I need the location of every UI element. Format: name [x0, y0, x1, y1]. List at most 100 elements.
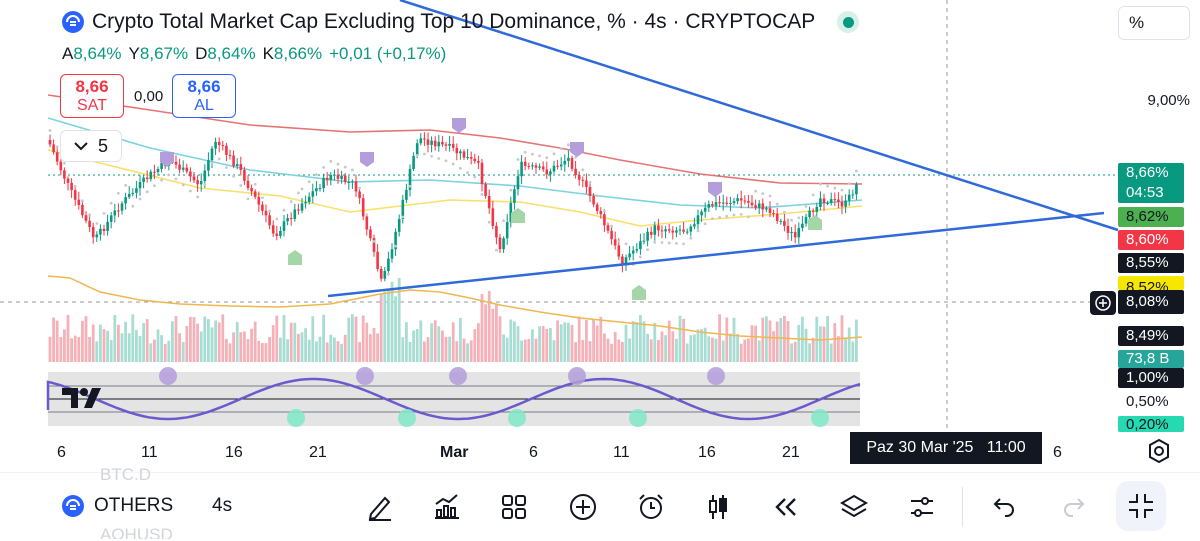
candle-body	[851, 194, 855, 196]
volume-bar	[55, 320, 59, 362]
volume-bar	[736, 334, 739, 362]
volume-bar	[351, 314, 354, 362]
volume-bar	[635, 322, 639, 362]
redo-button[interactable]	[1056, 489, 1092, 525]
volume-bar	[725, 317, 729, 362]
chart-type-button[interactable]	[700, 489, 736, 525]
psar-dot	[797, 216, 801, 220]
volume-bar	[401, 337, 405, 362]
psar-dot	[196, 195, 200, 199]
layers-icon	[840, 494, 868, 518]
bar-countdown: 04:53	[1126, 184, 1164, 201]
volume-bar	[73, 335, 77, 362]
buy-button[interactable]: 8,66 AL	[172, 74, 236, 118]
psar-dot	[48, 129, 52, 132]
psar-dot	[246, 197, 250, 201]
volume-bar	[120, 333, 124, 362]
candle-body	[207, 160, 210, 171]
signal-markers	[160, 118, 822, 300]
osc-peak-marker	[356, 367, 374, 385]
candle-body	[545, 169, 549, 175]
volume-bar	[268, 337, 271, 362]
candle-body	[635, 249, 639, 251]
volume-bar	[315, 341, 318, 362]
sell-price: 8,66	[75, 77, 109, 96]
psar-dot	[675, 242, 678, 245]
spread-value: 0,00	[134, 88, 164, 105]
alert-button[interactable]	[633, 489, 669, 525]
candle-body	[113, 210, 117, 216]
volume-bar	[271, 325, 275, 362]
candle-body	[610, 230, 613, 240]
candle-body	[271, 225, 275, 234]
volume-bar	[808, 343, 811, 362]
settings-sliders-button[interactable]	[904, 489, 940, 525]
psar-dot	[588, 180, 592, 184]
candle-body	[246, 180, 250, 189]
volume-bar	[469, 340, 473, 362]
object-tree-button[interactable]	[836, 489, 872, 525]
candle-body	[797, 227, 801, 238]
indicators-toggle[interactable]: 5	[60, 130, 122, 162]
volume-bar	[819, 326, 822, 362]
volume-bar	[250, 328, 253, 362]
candle-body	[653, 225, 657, 235]
psar-dot	[581, 168, 585, 172]
candle-body	[59, 161, 63, 171]
tradingview-logo	[62, 386, 108, 416]
oscillator-line	[46, 377, 861, 421]
osc-trough-marker	[508, 409, 526, 427]
scale-unit-button[interactable]: %	[1118, 6, 1190, 40]
osc-trough-marker	[629, 409, 647, 427]
volume-bar	[336, 341, 340, 362]
candle-body	[718, 202, 721, 204]
volume-bar	[837, 336, 840, 362]
volume-bar	[689, 335, 693, 362]
add-alert-button[interactable]	[1090, 291, 1116, 315]
candle-body	[721, 202, 725, 204]
volume-bar	[153, 339, 156, 362]
chart-title[interactable]: Crypto Total Market Cap Excluding Top 10…	[62, 10, 860, 34]
candle-body	[426, 139, 430, 145]
layouts-button[interactable]	[496, 489, 532, 525]
candle-body	[455, 147, 459, 154]
volume-bar	[185, 325, 189, 362]
volume-bar	[480, 294, 484, 362]
candle-body	[63, 170, 66, 179]
candle-body	[689, 226, 693, 232]
volume-bar	[354, 316, 358, 362]
interval-selector[interactable]: 4s	[212, 495, 233, 516]
volume-bar	[214, 320, 217, 362]
candle-body	[826, 202, 829, 204]
indicators-button[interactable]	[428, 489, 464, 525]
osc-peak-marker	[449, 367, 467, 385]
candle-body	[538, 166, 541, 168]
undo-button[interactable]	[986, 489, 1022, 525]
volume-bar	[207, 319, 210, 362]
psar-dot	[322, 166, 325, 169]
buy-price: 8,66	[187, 77, 221, 96]
chart-settings-button[interactable]	[1146, 438, 1172, 469]
symbol-selector[interactable]: OTHERS	[62, 495, 173, 517]
ema-red-line	[47, 94, 863, 185]
candle-body	[811, 210, 815, 212]
candle-body	[729, 203, 732, 205]
market-status-icon[interactable]	[837, 11, 860, 33]
volume-bar	[754, 325, 757, 362]
fullscreen-button[interactable]	[1116, 481, 1166, 531]
candle-body	[243, 169, 246, 181]
price-chart[interactable]	[0, 0, 1200, 470]
psar-dot	[131, 204, 135, 208]
candle-body	[73, 190, 77, 200]
add-button[interactable]	[565, 489, 601, 525]
candle-body	[369, 229, 372, 239]
ohlc-legend: A 8,64% Y 8,67% D 8,64% K 8,66% +0,01 (+0,17…	[62, 44, 453, 64]
volume-bar	[451, 322, 455, 362]
candle-body	[239, 164, 243, 170]
drawing-tools-button[interactable]	[362, 489, 398, 525]
sell-button[interactable]: 8,66 SAT	[60, 74, 124, 118]
candle-body	[783, 220, 786, 226]
candle-body	[307, 196, 311, 203]
replay-button[interactable]	[768, 489, 804, 525]
chart-title-text: Crypto Total Market Cap Excluding Top 10…	[92, 10, 816, 33]
